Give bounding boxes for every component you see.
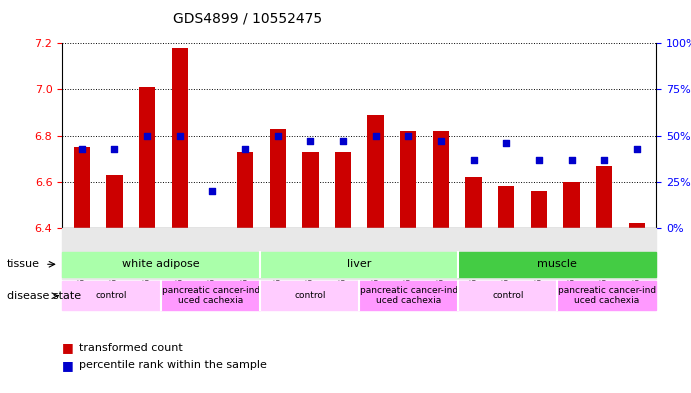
Point bbox=[533, 156, 545, 163]
Bar bbox=[433, 131, 449, 228]
Point bbox=[240, 145, 251, 152]
Bar bbox=[237, 152, 253, 228]
Text: control: control bbox=[492, 291, 524, 300]
Bar bbox=[563, 182, 580, 228]
Bar bbox=[596, 165, 612, 228]
Point bbox=[109, 145, 120, 152]
Point bbox=[468, 156, 479, 163]
Point bbox=[337, 138, 348, 144]
Point bbox=[142, 132, 153, 139]
Text: GDS4899 / 10552475: GDS4899 / 10552475 bbox=[173, 12, 322, 26]
Text: ■: ■ bbox=[62, 341, 74, 354]
Text: control: control bbox=[96, 291, 127, 300]
Bar bbox=[269, 129, 286, 228]
Bar bbox=[466, 177, 482, 228]
Text: pancreatic cancer-ind
uced cachexia: pancreatic cancer-ind uced cachexia bbox=[162, 286, 260, 305]
Text: tissue: tissue bbox=[7, 259, 40, 269]
Bar bbox=[139, 87, 155, 228]
Bar bbox=[400, 131, 417, 228]
Bar bbox=[302, 152, 319, 228]
Bar bbox=[106, 175, 122, 228]
Bar bbox=[171, 48, 188, 228]
Bar bbox=[335, 152, 351, 228]
Text: muscle: muscle bbox=[538, 259, 578, 269]
Text: pancreatic cancer-ind
uced cachexia: pancreatic cancer-ind uced cachexia bbox=[558, 286, 656, 305]
Text: transformed count: transformed count bbox=[79, 343, 183, 353]
Point bbox=[435, 138, 446, 144]
Point bbox=[272, 132, 283, 139]
Bar bbox=[368, 115, 384, 228]
Bar bbox=[74, 147, 90, 228]
Point bbox=[632, 145, 643, 152]
Point bbox=[403, 132, 414, 139]
Point bbox=[598, 156, 609, 163]
Text: white adipose: white adipose bbox=[122, 259, 200, 269]
Point bbox=[566, 156, 577, 163]
Text: disease state: disease state bbox=[7, 291, 81, 301]
Point bbox=[174, 132, 185, 139]
Bar bbox=[531, 191, 547, 228]
Bar bbox=[629, 223, 645, 228]
Text: percentile rank within the sample: percentile rank within the sample bbox=[79, 360, 267, 371]
Point bbox=[207, 188, 218, 194]
Point bbox=[76, 145, 87, 152]
Text: liver: liver bbox=[347, 259, 372, 269]
Text: pancreatic cancer-ind
uced cachexia: pancreatic cancer-ind uced cachexia bbox=[360, 286, 458, 305]
Point bbox=[370, 132, 381, 139]
Point bbox=[305, 138, 316, 144]
Text: control: control bbox=[294, 291, 325, 300]
Point bbox=[501, 140, 512, 146]
Text: ■: ■ bbox=[62, 359, 74, 372]
Bar bbox=[498, 186, 514, 228]
